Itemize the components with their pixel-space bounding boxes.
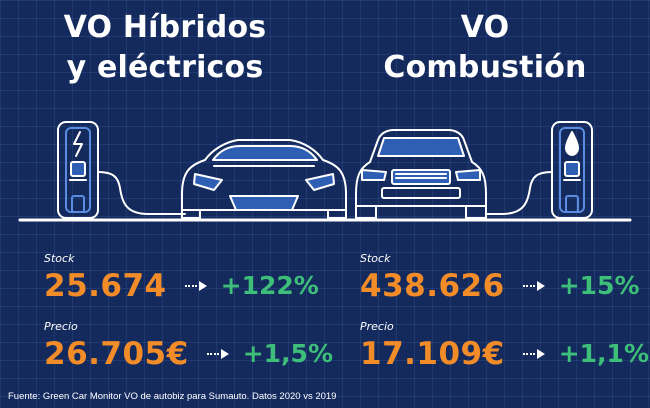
left-price-value: 26.705€: [44, 336, 189, 372]
lightning-icon: [73, 131, 83, 157]
left-price-row: 26.705€ +1,5%: [44, 334, 333, 374]
left-price-change: +1,5%: [242, 339, 333, 368]
right-price-value: 17.109€: [360, 336, 505, 372]
right-fuel-station: [485, 121, 593, 219]
cars-illustration: [18, 121, 632, 222]
left-title-line1: VO Híbridos: [63, 10, 267, 45]
right-price-label: Precio: [360, 320, 394, 333]
left-price-label: Precio: [44, 320, 78, 333]
left-stock-value: 25.674: [44, 268, 167, 304]
right-stock-change: +15%: [558, 271, 640, 300]
right-price-change: +1,1%: [558, 339, 649, 368]
right-stock-row: 438.626 +15%: [360, 266, 640, 306]
left-stock-change: +122%: [220, 271, 319, 300]
arrow-right-icon: [522, 349, 545, 359]
right-price-row: 17.109€ +1,1%: [360, 334, 649, 374]
arrow-right-icon: [184, 281, 207, 291]
left-stock-row: 25.674 +122%: [44, 266, 319, 306]
arrow-right-icon: [522, 281, 545, 291]
electric-car-icon: [181, 139, 347, 219]
right-stats: Stock 438.626 +15% Precio 17.109€ +1,1%: [360, 252, 649, 374]
combustion-car-icon: [355, 129, 487, 219]
source-footer: Fuente: Green Car Monitor VO de autobiz …: [8, 391, 337, 402]
left-title-line2: y eléctricos: [66, 50, 264, 85]
left-charger-station: [57, 121, 186, 219]
left-title: VO Híbridos y eléctricos: [40, 8, 290, 88]
left-stock-label: Stock: [44, 252, 75, 265]
right-stock-value: 438.626: [360, 268, 505, 304]
right-title-line1: VO: [460, 10, 510, 45]
right-title: VO Combustión: [360, 8, 610, 88]
right-title-line2: Combustión: [383, 50, 587, 85]
left-stats: Stock 25.674 +122% Precio 26.705€ +1,5%: [44, 252, 333, 374]
fuel-drop-icon: [565, 131, 579, 156]
right-stock-label: Stock: [360, 252, 391, 265]
arrow-right-icon: [206, 349, 229, 359]
